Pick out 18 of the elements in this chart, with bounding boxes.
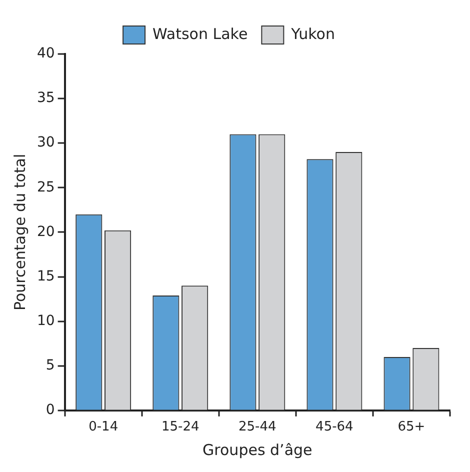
- legend-label: Watson Lake: [152, 24, 248, 43]
- legend-label: Yukon: [290, 24, 335, 43]
- x-tick-label: 65+: [398, 420, 426, 435]
- y-tick-label: 10: [36, 312, 55, 329]
- y-tick-label: 0: [46, 402, 55, 418]
- x-axis-title: Groupes d’âge: [202, 440, 312, 459]
- x-tick-label: 45-64: [316, 420, 354, 435]
- y-tick-label: 30: [36, 134, 55, 151]
- y-tick-label: 25: [36, 179, 55, 196]
- x-tick-label: 25-44: [238, 420, 276, 435]
- y-tick-label: 20: [36, 224, 55, 240]
- x-tick-label: 0-14: [88, 420, 118, 435]
- y-tick-label: 40: [36, 46, 55, 62]
- x-tick-label: 15-24: [161, 420, 200, 435]
- y-tick-label: 35: [36, 90, 55, 106]
- y-tick-label: 15: [36, 268, 55, 284]
- y-axis-title: Pourcentage du total: [10, 154, 29, 311]
- y-tick-label: 5: [46, 357, 55, 374]
